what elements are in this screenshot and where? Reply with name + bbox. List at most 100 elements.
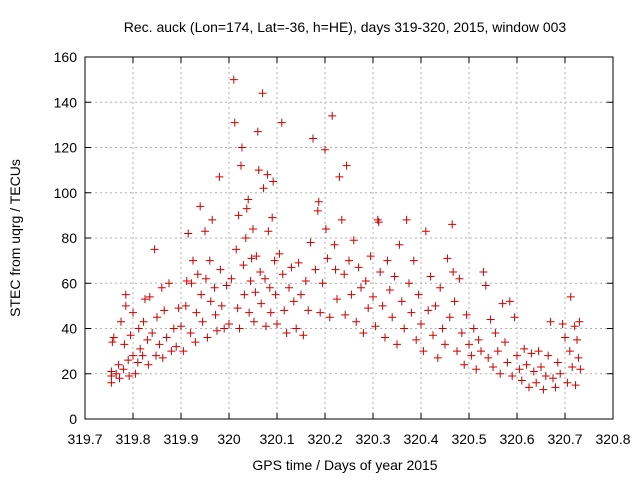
data-point xyxy=(405,279,413,288)
data-point xyxy=(311,265,320,274)
data-point xyxy=(234,211,243,220)
data-point xyxy=(373,215,382,224)
x-tick-label: 320.8 xyxy=(595,431,630,447)
data-point xyxy=(474,335,483,344)
data-point xyxy=(515,365,524,374)
data-point xyxy=(237,161,245,170)
data-point xyxy=(496,369,505,378)
data-point xyxy=(278,270,287,279)
data-point xyxy=(109,333,118,342)
data-point xyxy=(289,297,298,306)
data-point xyxy=(158,353,167,362)
data-point xyxy=(357,283,365,292)
data-point xyxy=(457,329,466,338)
data-point xyxy=(297,290,305,299)
data-point xyxy=(230,118,239,127)
data-point xyxy=(397,297,406,306)
data-point xyxy=(491,329,500,338)
data-point xyxy=(141,295,149,304)
data-point xyxy=(211,310,220,319)
data-point xyxy=(448,220,457,229)
data-point xyxy=(235,324,244,333)
data-point xyxy=(414,290,423,299)
data-point xyxy=(160,306,169,315)
data-point xyxy=(325,313,334,322)
data-point xyxy=(505,297,514,306)
data-point xyxy=(544,351,553,360)
data-point xyxy=(169,324,178,333)
data-point xyxy=(449,267,458,276)
data-point xyxy=(349,236,358,245)
data-point xyxy=(465,340,473,349)
data-point xyxy=(268,213,277,222)
data-point xyxy=(232,245,241,254)
data-point xyxy=(388,313,397,322)
data-point xyxy=(436,283,445,292)
data-point xyxy=(117,317,125,326)
data-point xyxy=(328,111,337,120)
data-point xyxy=(261,322,270,331)
data-point xyxy=(208,215,217,224)
data-point xyxy=(126,331,135,340)
data-point xyxy=(121,301,130,310)
data-point xyxy=(479,267,488,276)
data-point xyxy=(431,301,440,310)
plot-frame xyxy=(84,56,614,420)
data-point xyxy=(376,267,385,276)
y-tick-label: 20 xyxy=(61,366,77,382)
data-point xyxy=(304,306,313,315)
y-tick-label: 160 xyxy=(54,49,78,65)
data-point xyxy=(575,317,584,326)
data-point xyxy=(381,333,389,342)
data-point xyxy=(369,292,377,301)
data-point xyxy=(179,347,188,356)
data-point xyxy=(529,367,538,376)
data-point xyxy=(321,145,329,154)
x-tick-label: 319.9 xyxy=(163,431,198,447)
data-point xyxy=(246,276,255,285)
data-point xyxy=(215,172,224,181)
data-point xyxy=(239,261,248,270)
data-point xyxy=(216,265,225,274)
data-point xyxy=(541,372,550,381)
data-point xyxy=(152,351,161,360)
data-point xyxy=(520,344,529,353)
data-point xyxy=(285,283,293,292)
data-point xyxy=(347,290,356,299)
x-axis-label: GPS time / Days of year 2015 xyxy=(252,457,437,473)
data-point xyxy=(561,333,569,342)
data-point xyxy=(551,383,560,392)
data-point xyxy=(503,358,512,367)
data-point xyxy=(574,353,583,362)
data-point xyxy=(107,367,116,376)
data-point xyxy=(576,365,585,374)
data-point xyxy=(259,184,268,193)
data-point xyxy=(484,353,493,362)
data-point xyxy=(201,274,210,283)
data-point xyxy=(155,340,164,349)
data-point xyxy=(455,274,464,283)
data-point xyxy=(129,351,137,360)
y-tick-label: 0 xyxy=(69,411,77,427)
data-point xyxy=(210,283,219,292)
data-point xyxy=(266,308,275,317)
data-point xyxy=(282,329,291,338)
data-point xyxy=(314,197,323,206)
data-point xyxy=(371,322,380,331)
data-point xyxy=(486,315,495,324)
data-point xyxy=(134,324,143,333)
data-point xyxy=(383,256,392,265)
data-point xyxy=(251,288,260,297)
data-point xyxy=(546,317,555,326)
data-point xyxy=(247,254,256,263)
data-point xyxy=(321,224,330,233)
data-point xyxy=(271,290,280,299)
data-point xyxy=(280,306,289,315)
data-point xyxy=(294,258,303,267)
data-point xyxy=(330,240,339,249)
data-point xyxy=(513,351,521,360)
data-point xyxy=(205,256,214,265)
data-point xyxy=(407,308,416,317)
data-point xyxy=(256,267,265,276)
data-point xyxy=(571,381,580,390)
